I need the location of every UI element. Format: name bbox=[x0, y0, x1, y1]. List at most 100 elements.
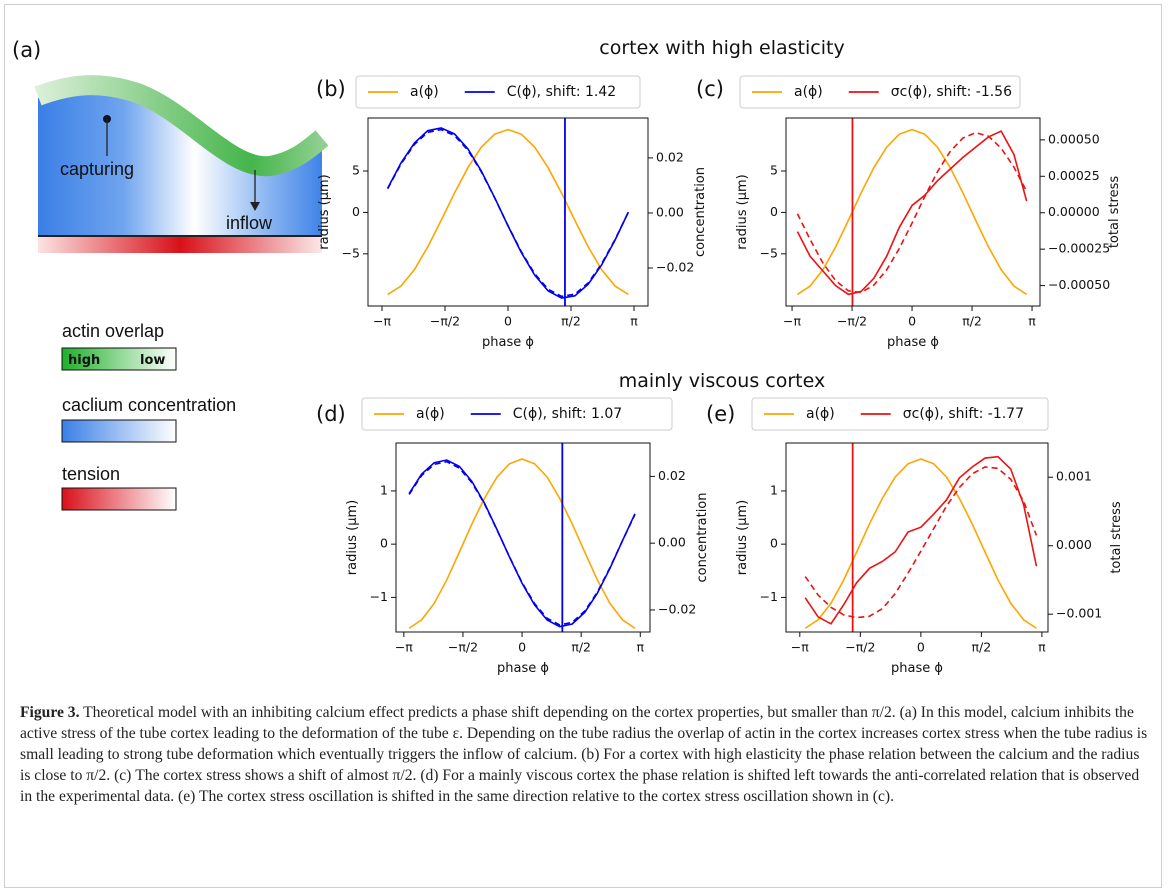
caption: Figure 3. Theoretical model with an inhi… bbox=[20, 702, 1148, 807]
axes-frame bbox=[785, 442, 1049, 633]
legend-title: caclium concentration bbox=[62, 395, 236, 415]
axes-frame bbox=[395, 442, 651, 633]
y2-axis-label: concentration bbox=[693, 167, 708, 257]
caption-text: Theoretical model with an inhibiting cal… bbox=[20, 704, 1148, 805]
x-tick-label: 0 bbox=[917, 640, 925, 655]
legend-label: σc(ϕ), shift: -1.56 bbox=[891, 84, 1012, 100]
legend-high: high bbox=[68, 353, 100, 368]
y-tick-label: 1 bbox=[770, 482, 778, 497]
y2-tick-label: −0.00025 bbox=[1048, 241, 1110, 256]
y-axis-label: radius (μm) bbox=[317, 174, 332, 249]
x-axis-label: phase ϕ bbox=[482, 335, 534, 350]
tube-body bbox=[38, 87, 322, 236]
series-line bbox=[797, 128, 1028, 296]
x-tick-label: 0 bbox=[908, 314, 916, 329]
legend-label: a(ϕ) bbox=[410, 84, 439, 100]
section-title: mainly viscous cortex bbox=[619, 370, 825, 392]
y2-tick-label: 0.00 bbox=[656, 204, 684, 219]
fit-line bbox=[386, 128, 630, 298]
x-tick-label: 0 bbox=[504, 314, 512, 329]
y-tick-label: 5 bbox=[352, 163, 360, 178]
x-tick-label: 0 bbox=[518, 640, 526, 655]
y2-tick-label: −0.00050 bbox=[1048, 277, 1110, 292]
y2-axis-label: total stress bbox=[1109, 501, 1124, 574]
y-axis-label: radius (μm) bbox=[735, 500, 750, 575]
y-tick-label: −1 bbox=[760, 589, 778, 604]
panel-label: (c) bbox=[696, 77, 724, 101]
y2-axis-label: concentration bbox=[695, 492, 710, 582]
y2-tick-label: 0.00050 bbox=[1048, 131, 1100, 146]
series-line bbox=[796, 130, 1028, 296]
y2-tick-label: −0.02 bbox=[658, 601, 696, 616]
axes-frame bbox=[367, 117, 649, 307]
legend-title: tension bbox=[62, 464, 120, 484]
panel-a: (a) capturing inflow actin overlap high … bbox=[12, 38, 329, 511]
actin-band bbox=[34, 75, 329, 177]
tension-bar bbox=[38, 237, 322, 253]
y2-tick-label: 0.00 bbox=[658, 535, 686, 550]
y-axis-label: radius (μm) bbox=[735, 174, 750, 249]
series-line bbox=[408, 459, 636, 628]
x-tick-label: π bbox=[630, 314, 638, 329]
x-tick-label: π/2 bbox=[561, 314, 581, 329]
x-tick-label: −π bbox=[791, 640, 809, 655]
x-axis-label: phase ϕ bbox=[497, 661, 549, 676]
x-tick-label: −π bbox=[783, 314, 801, 329]
x-tick-label: −π bbox=[395, 640, 413, 655]
y-tick-label: 0 bbox=[380, 536, 388, 551]
legend-bar bbox=[61, 419, 177, 443]
legend-label: a(ϕ) bbox=[794, 84, 823, 100]
y2-tick-label: 0.000 bbox=[1056, 537, 1092, 552]
section-title: cortex with high elasticity bbox=[599, 37, 844, 59]
chart: (d) −π −π/2 0 π/2 π −1 0 1 −0.02 0.00 0.02 phase ϕ ra… bbox=[316, 397, 710, 676]
y2-tick-label: −0.001 bbox=[1056, 606, 1102, 621]
fit-line bbox=[408, 460, 636, 626]
legend-box bbox=[355, 75, 641, 109]
legend-bar bbox=[61, 487, 177, 511]
y-tick-label: 0 bbox=[770, 536, 778, 551]
x-tick-label: −π/2 bbox=[837, 314, 867, 329]
panel-label: (d) bbox=[316, 402, 346, 426]
capturing-label: capturing bbox=[60, 159, 134, 179]
y2-tick-label: 0.00000 bbox=[1048, 204, 1100, 219]
legend-bar bbox=[61, 347, 177, 371]
legend-title: actin overlap bbox=[62, 321, 164, 341]
x-tick-label: π bbox=[1038, 640, 1046, 655]
panel-label: (e) bbox=[706, 402, 735, 426]
y2-tick-label: −0.02 bbox=[656, 260, 694, 275]
x-tick-label: −π/2 bbox=[430, 314, 460, 329]
legend-label: σc(ϕ), shift: -1.77 bbox=[903, 406, 1024, 422]
x-tick-label: π/2 bbox=[962, 314, 982, 329]
y2-tick-label: 0.001 bbox=[1056, 469, 1092, 484]
y2-tick-label: 0.02 bbox=[656, 149, 684, 164]
x-tick-label: π bbox=[637, 640, 645, 655]
fit-line bbox=[796, 131, 1028, 294]
y-axis-label: radius (μm) bbox=[345, 500, 360, 575]
legend-box bbox=[361, 397, 673, 431]
x-tick-label: −π bbox=[373, 314, 391, 329]
y-tick-label: 0 bbox=[352, 204, 360, 219]
series-line bbox=[386, 127, 630, 299]
panel-label: (a) bbox=[12, 38, 41, 62]
legend-label: a(ϕ) bbox=[416, 406, 445, 422]
y-tick-label: −1 bbox=[370, 589, 388, 604]
chart: (e) −π −π/2 0 π/2 π −1 0 1 −0.001 0.000 0.001 phase … bbox=[706, 397, 1124, 676]
legend-label: a(ϕ) bbox=[806, 406, 835, 422]
caption-label: Figure 3. bbox=[20, 704, 80, 721]
x-tick-label: π bbox=[1028, 314, 1036, 329]
series-line bbox=[804, 455, 1038, 625]
y2-tick-label: 0.00025 bbox=[1048, 168, 1100, 183]
legend-box bbox=[751, 397, 1049, 431]
x-axis-label: phase ϕ bbox=[887, 335, 939, 350]
x-tick-label: −π/2 bbox=[448, 640, 478, 655]
y2-tick-label: 0.02 bbox=[658, 468, 686, 483]
panel-label: (b) bbox=[316, 77, 346, 101]
figure-frame bbox=[4, 4, 1162, 888]
series-line bbox=[804, 458, 1037, 629]
chart: (b) −π −π/2 0 π/2 π −5 0 5 −0.02 0.00 0.02 phase ϕ ra… bbox=[316, 75, 708, 350]
x-tick-label: π/2 bbox=[972, 640, 992, 655]
inflow-label: inflow bbox=[226, 213, 273, 233]
fit-line bbox=[804, 466, 1038, 619]
x-axis-label: phase ϕ bbox=[891, 661, 943, 676]
x-tick-label: π/2 bbox=[571, 640, 591, 655]
